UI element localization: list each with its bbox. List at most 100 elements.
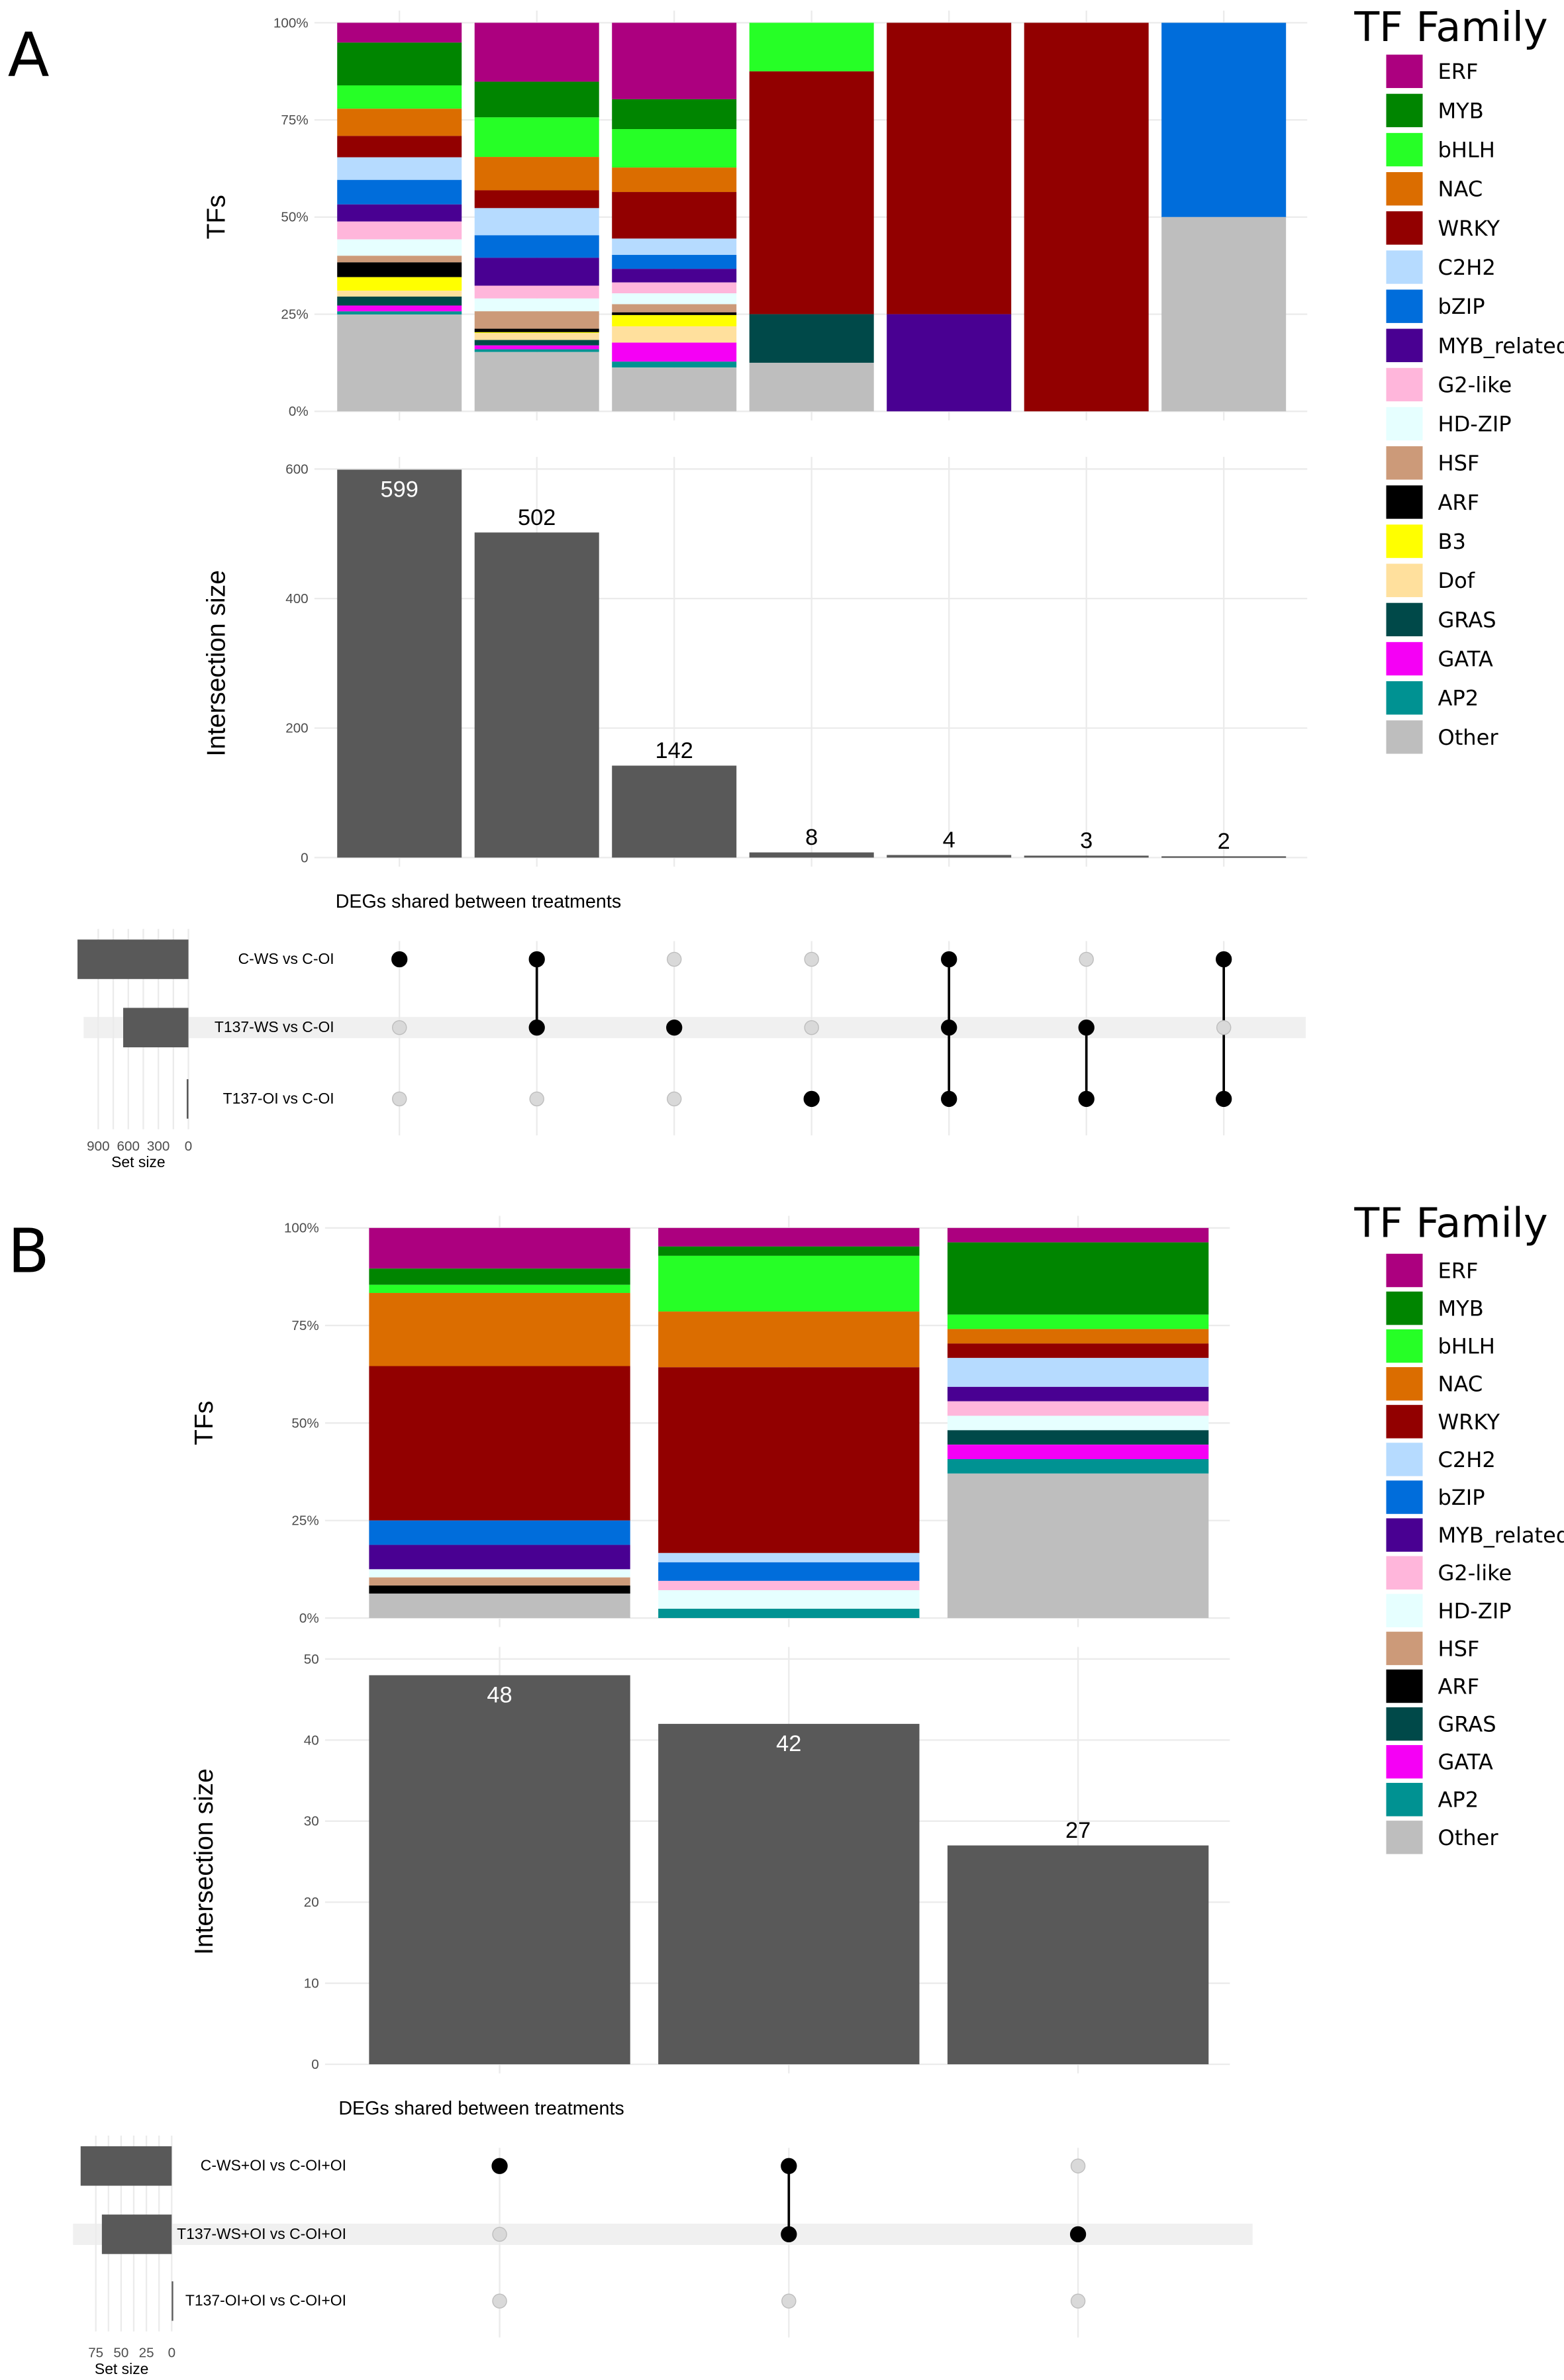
segment-ap2 xyxy=(474,349,599,352)
membership-dot-filled xyxy=(666,1020,683,1036)
legend-label: ERF xyxy=(1438,1258,1478,1283)
intersection-bar xyxy=(947,1845,1209,2065)
segment-gras xyxy=(474,340,599,346)
membership-dot-filled xyxy=(1216,1090,1232,1108)
panel-b: B 0% 25% 50% 75% 100% TFs 0 10 20 30 40 50 Intersecti… xyxy=(8,1200,1564,2377)
segment-g2-like xyxy=(947,1401,1209,1416)
segment-bzip xyxy=(474,235,599,258)
intersection-bar xyxy=(887,855,1012,858)
segment-bzip xyxy=(337,179,462,205)
membership-dot-filled xyxy=(528,1020,545,1036)
segment-erf xyxy=(337,23,462,43)
segment-myb_related xyxy=(474,258,599,286)
segment-erf xyxy=(612,23,737,99)
segment-hsf xyxy=(474,311,599,329)
legend-label: ERF xyxy=(1438,59,1478,84)
x-tick-label: 900 xyxy=(87,1139,109,1154)
legend-swatch xyxy=(1386,1556,1423,1590)
membership-dot-empty xyxy=(1070,2293,1086,2309)
y-tick-label: 0 xyxy=(311,2057,318,2072)
segment-myb_related xyxy=(947,1386,1209,1402)
stacked-bar xyxy=(947,1227,1209,1619)
segment-nac xyxy=(947,1329,1209,1344)
membership-dot-filled xyxy=(803,1090,820,1108)
membership-dot-filled xyxy=(1078,1090,1095,1108)
legend-swatch xyxy=(1386,1329,1423,1363)
legend-swatch xyxy=(1386,563,1423,597)
legend-label: MYB xyxy=(1438,98,1483,123)
row-band xyxy=(83,1017,1306,1039)
segment-dof xyxy=(474,333,599,340)
segment-bhlh xyxy=(369,1284,630,1294)
bar-value-label: 3 xyxy=(1080,828,1093,853)
legend-swatch xyxy=(1386,446,1423,480)
y-axis-label: Intersection size xyxy=(190,1768,219,1955)
intersection-bar xyxy=(749,852,874,858)
segment-erf xyxy=(947,1227,1209,1243)
legend-label: GRAS xyxy=(1438,1712,1496,1737)
y-tick-label: 0 xyxy=(301,850,308,865)
intersection-bar xyxy=(612,765,737,858)
segment-myb_related xyxy=(887,314,1012,412)
legend-title: TF Family xyxy=(1353,1200,1547,1247)
legend-label: GATA xyxy=(1438,1750,1492,1775)
legend-swatch xyxy=(1386,1253,1423,1288)
legend-swatch xyxy=(1386,720,1423,754)
segment-bhlh xyxy=(658,1255,920,1312)
legend-title: TF Family xyxy=(1353,3,1547,51)
segment-bhlh xyxy=(337,85,462,109)
membership-dot-empty xyxy=(1070,2158,1086,2173)
y-axis-label: Intersection size xyxy=(203,570,231,757)
set-size-bar xyxy=(80,2146,172,2186)
y-axis-label: TFs xyxy=(190,1401,219,1445)
set-size-bar xyxy=(77,939,189,979)
bar-value-label: 48 xyxy=(487,1683,512,1708)
legend-label: HSF xyxy=(1438,451,1479,476)
segment-c2h2 xyxy=(658,1552,920,1562)
membership-dot-filled xyxy=(491,2158,508,2174)
set-label: C-WS+OI vs C-OI+OI xyxy=(201,2157,346,2174)
y-tick-label: 50% xyxy=(281,210,308,225)
segment-myb_related xyxy=(369,1545,630,1570)
x-axis-label: Set size xyxy=(95,2360,148,2377)
legend-label: Dof xyxy=(1438,568,1475,593)
segment-g2-like xyxy=(658,1580,920,1590)
set-label: T137-WS+OI vs C-OI+OI xyxy=(177,2225,346,2242)
y-tick-label: 20 xyxy=(304,1895,319,1910)
membership-dot-empty xyxy=(781,2293,797,2309)
legend-swatch xyxy=(1386,1405,1423,1439)
legend-label: NAC xyxy=(1438,177,1483,202)
segment-hd-zip xyxy=(474,298,599,312)
segment-arf xyxy=(474,328,599,332)
y-tick-label: 100% xyxy=(273,15,309,30)
legend-label: WRKY xyxy=(1438,216,1500,241)
segment-myb xyxy=(474,81,599,118)
legend-swatch xyxy=(1386,1783,1423,1817)
legend-label: HD-ZIP xyxy=(1438,1598,1511,1623)
legend-swatch xyxy=(1386,211,1423,245)
membership-dot-filled xyxy=(781,2226,797,2243)
legend-swatch xyxy=(1386,1631,1423,1666)
y-tick-label: 0% xyxy=(299,1611,319,1626)
set-size-bar xyxy=(171,2281,173,2321)
stacked-bar xyxy=(369,1227,630,1619)
segment-arf xyxy=(337,262,462,277)
legend-label: HD-ZIP xyxy=(1438,412,1511,437)
y-tick-label: 200 xyxy=(285,721,308,736)
membership-dot-empty xyxy=(804,951,819,967)
segment-bzip xyxy=(612,255,737,269)
y-tick-label: 50% xyxy=(291,1415,318,1431)
stacked-bar xyxy=(887,23,1012,412)
segment-bhlh xyxy=(612,129,737,168)
legend-label: MYB_related xyxy=(1438,1523,1564,1548)
y-tick-label: 600 xyxy=(285,461,308,477)
legend-label: ARF xyxy=(1438,490,1479,515)
segment-nac xyxy=(658,1311,920,1368)
y-tick-label: 25% xyxy=(291,1513,318,1529)
legend-swatch xyxy=(1386,485,1423,519)
stacked-bar xyxy=(749,23,874,412)
y-tick-label: 50 xyxy=(304,1652,319,1667)
x-tick-label: 600 xyxy=(117,1139,140,1154)
membership-dot-empty xyxy=(1216,1020,1232,1035)
segment-nac xyxy=(474,157,599,191)
